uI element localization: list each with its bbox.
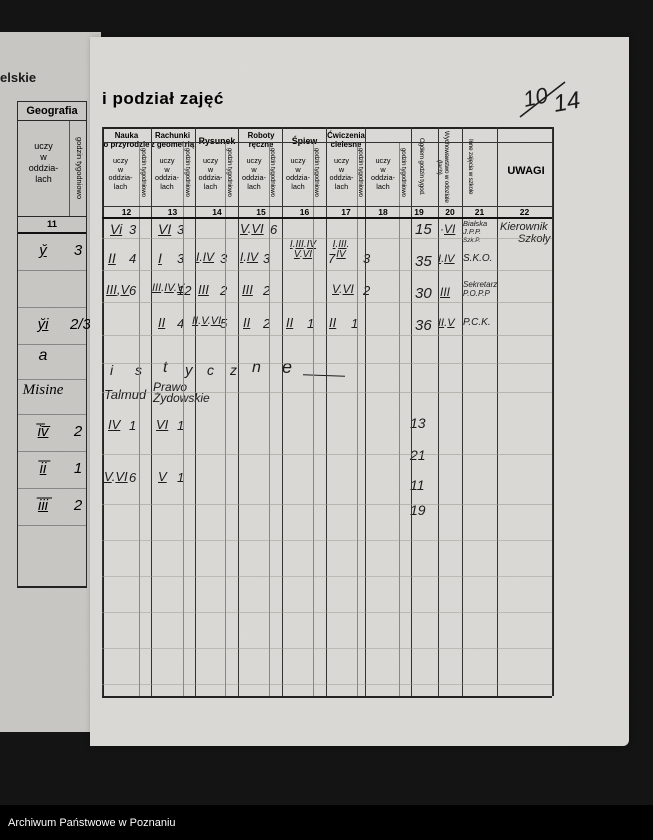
svg-text:14: 14	[551, 87, 582, 118]
